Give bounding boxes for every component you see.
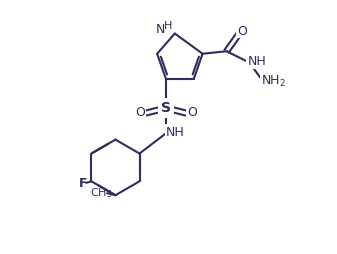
Text: S: S [161,101,171,115]
Text: NH: NH [166,125,185,138]
Text: N: N [156,23,165,36]
Text: O: O [187,106,197,119]
Text: F: F [79,177,88,190]
Text: O: O [237,24,247,38]
Text: CH$_3$: CH$_3$ [90,186,113,200]
Text: H: H [163,21,172,31]
Text: NH$_2$: NH$_2$ [261,74,286,89]
Text: O: O [135,106,145,119]
Text: NH: NH [248,55,266,68]
